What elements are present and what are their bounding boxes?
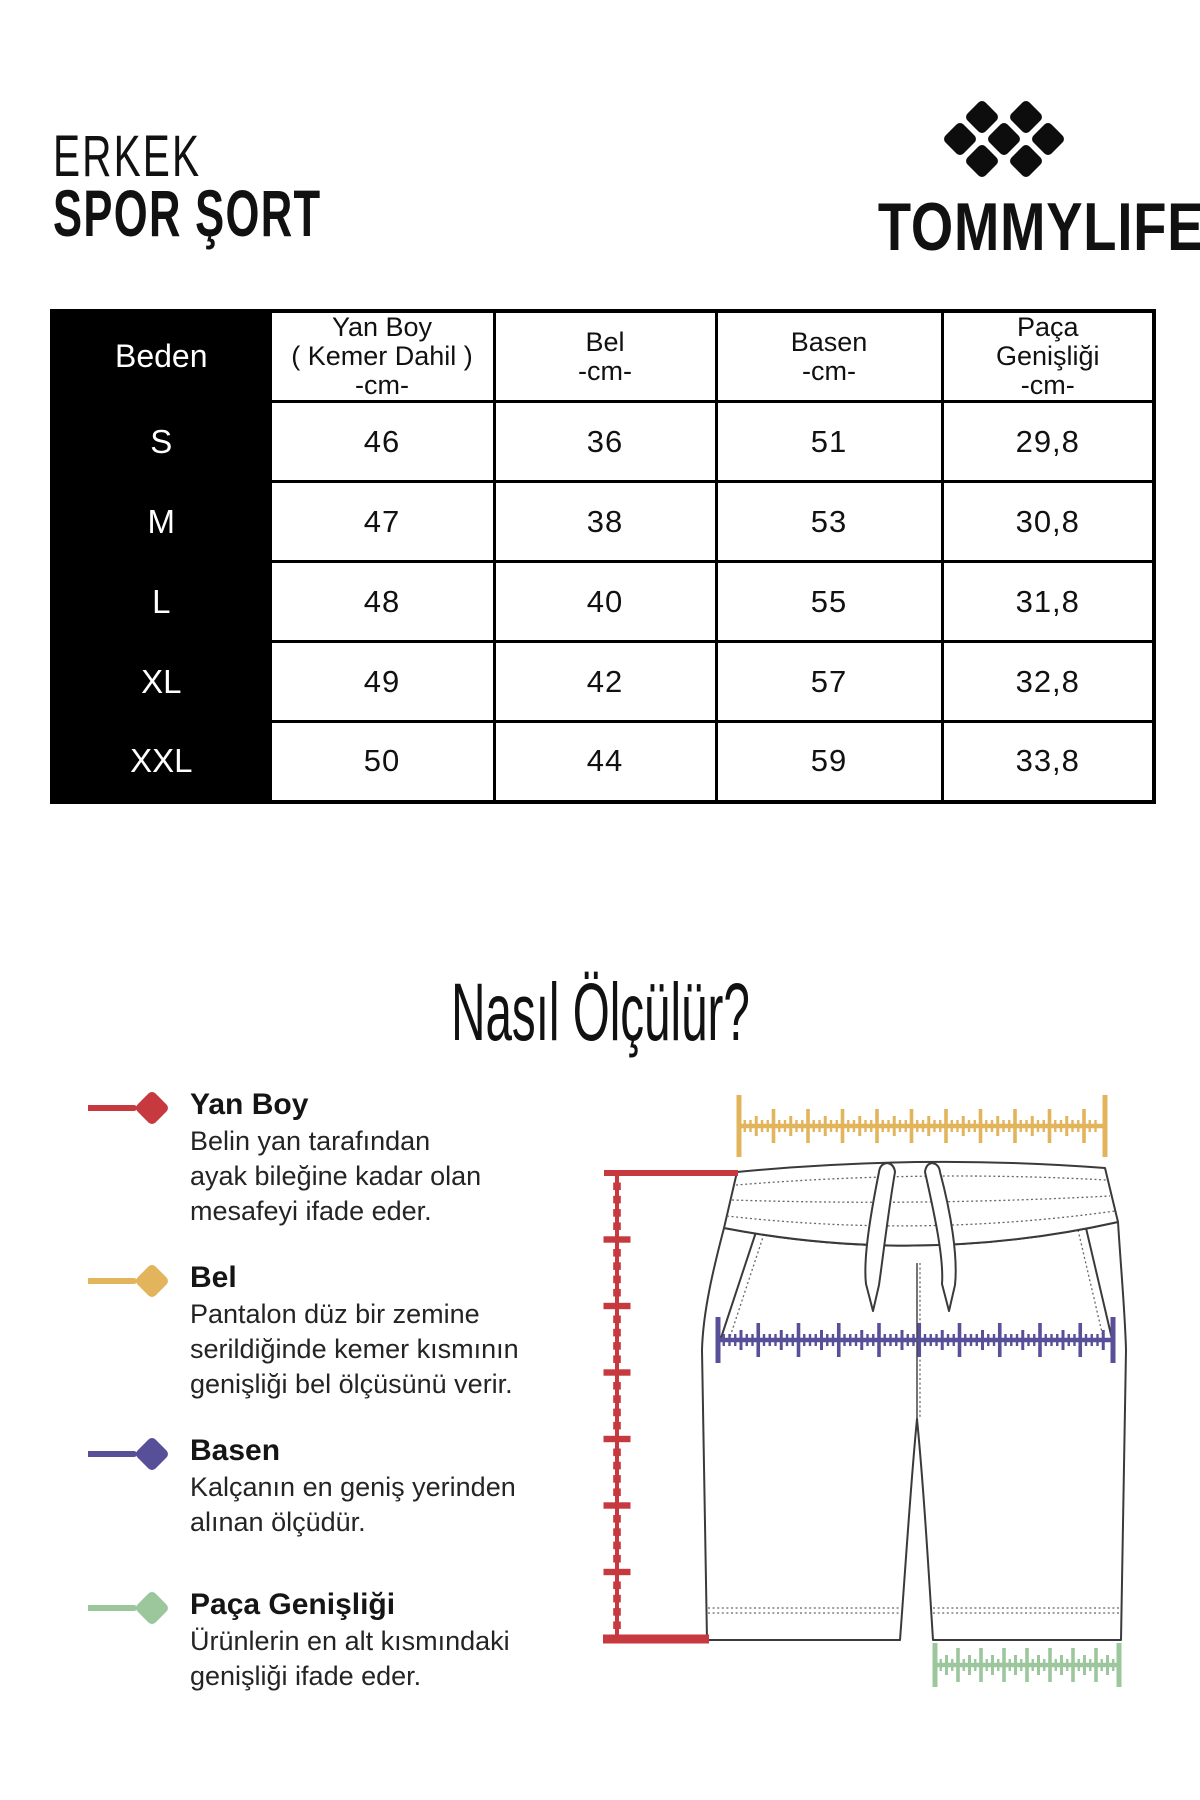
legend-text: Basen Kalçanın en geniş yerinden alınan … [190, 1432, 516, 1540]
table-row: XL 49 42 57 32,8 [50, 640, 1156, 723]
brand-name: TOMMYLIFE [837, 193, 1200, 261]
legend-text: Yan Boy Belin yan tarafından ayak bileği… [190, 1086, 481, 1229]
header-cell-bel: Bel -cm- [492, 309, 718, 403]
diamond-marker-icon [88, 1438, 168, 1470]
value-cell: 42 [492, 640, 718, 723]
table-row: L 48 40 55 31,8 [50, 560, 1156, 643]
value-cell: 48 [268, 560, 496, 643]
value-cell: 30,8 [940, 480, 1156, 563]
value-cell: 55 [714, 560, 944, 643]
value-cell: 31,8 [940, 560, 1156, 643]
legend-title: Basen [190, 1434, 281, 1467]
value-cell: 33,8 [940, 720, 1156, 803]
brand-block: TOMMYLIFE [837, 96, 1200, 261]
legend-title: Paça Genişliği [190, 1588, 396, 1621]
legend-description: Belin yan tarafından ayak bileğine kadar… [190, 1126, 482, 1226]
product-title-text: SPOR ŞORT [53, 176, 322, 250]
diamond-marker-icon [88, 1265, 168, 1297]
table-row: S 46 36 51 29,8 [50, 400, 1156, 483]
value-cell: 57 [714, 640, 944, 723]
header-cell-basen: Basen -cm- [714, 309, 944, 403]
legend-item-bel: Bel Pantalon düz bir zemine serildiğinde… [88, 1259, 568, 1402]
legend-description: Kalçanın en geniş yerinden alınan ölçüdü… [190, 1472, 516, 1537]
size-cell: XXL [50, 720, 272, 803]
table-header-row: Beden Yan Boy ( Kemer Dahil ) -cm- Bel -… [50, 309, 1156, 403]
value-cell: 50 [268, 720, 496, 803]
value-cell: 51 [714, 400, 944, 483]
legend-description: Pantalon düz bir zemine serildiğinde kem… [190, 1299, 519, 1399]
how-to-measure-title: Nasıl Ölçülür? [0, 970, 1200, 1056]
size-cell: L [50, 560, 272, 643]
brand-name-text: TOMMYLIFE [877, 189, 1200, 265]
shorts-diagram [603, 1095, 1127, 1687]
size-cell: XL [50, 640, 272, 723]
how-to-measure-title-text: Nasıl Ölçülür? [450, 967, 750, 1058]
size-cell: M [50, 480, 272, 563]
category-title-text: ERKEK [53, 124, 202, 189]
value-cell: 47 [268, 480, 496, 563]
size-table: Beden Yan Boy ( Kemer Dahil ) -cm- Bel -… [50, 309, 1156, 804]
category-title: ERKEK [53, 128, 265, 186]
legend-text: Paça Genişliği Ürünlerin en alt kısmında… [190, 1586, 510, 1694]
legend-item-yan-boy: Yan Boy Belin yan tarafından ayak bileği… [88, 1086, 568, 1229]
value-cell: 32,8 [940, 640, 1156, 723]
legend-item-paca-genisligi: Paça Genişliği Ürünlerin en alt kısmında… [88, 1586, 568, 1694]
value-cell: 38 [492, 480, 718, 563]
value-cell: 40 [492, 560, 718, 643]
diamond-marker-icon [88, 1092, 168, 1124]
value-cell: 49 [268, 640, 496, 723]
value-cell: 29,8 [940, 400, 1156, 483]
header-cell-yan-boy: Yan Boy ( Kemer Dahil ) -cm- [268, 309, 496, 403]
value-cell: 46 [268, 400, 496, 483]
product-title: SPOR ŞORT [53, 178, 460, 248]
size-cell: S [50, 400, 272, 483]
legend-description: Ürünlerin en alt kısmındaki genişliği if… [190, 1626, 510, 1691]
diamond-marker-icon [88, 1592, 168, 1624]
header-cell-beden: Beden [50, 309, 272, 403]
value-cell: 36 [492, 400, 718, 483]
value-cell: 53 [714, 480, 944, 563]
table-row: M 47 38 53 30,8 [50, 480, 1156, 563]
value-cell: 44 [492, 720, 718, 803]
table-row: XXL 50 44 59 33,8 [50, 720, 1156, 803]
legend-title: Bel [190, 1261, 237, 1294]
legend-item-basen: Basen Kalçanın en geniş yerinden alınan … [88, 1432, 568, 1540]
header-cell-paca: Paça Genişliği -cm- [940, 309, 1156, 403]
legend-text: Bel Pantalon düz bir zemine serildiğinde… [190, 1259, 519, 1402]
measure-legend: Yan Boy Belin yan tarafından ayak bileği… [88, 1086, 568, 1694]
tommylife-logo-icon [944, 101, 1064, 177]
legend-title: Yan Boy [190, 1088, 309, 1121]
value-cell: 59 [714, 720, 944, 803]
